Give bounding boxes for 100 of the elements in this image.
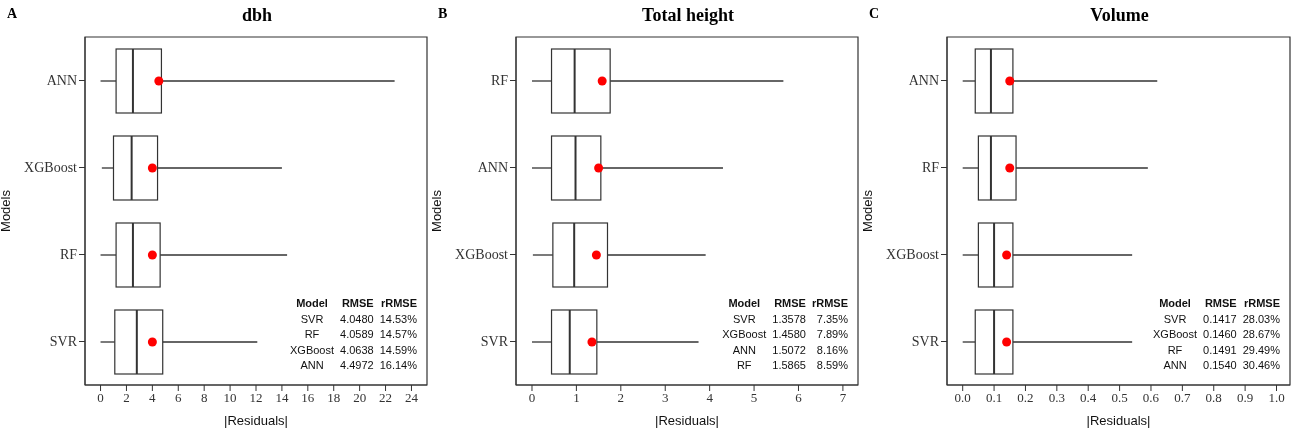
annotation: 30.46% bbox=[1242, 358, 1280, 373]
x-tick-label: 10 bbox=[223, 390, 237, 406]
annotation: 28.67% bbox=[1242, 327, 1280, 342]
x-tick-label: 0.8 bbox=[1205, 390, 1222, 406]
x-tick-label: 0.7 bbox=[1174, 390, 1191, 406]
y-tick-label: XGBoost bbox=[24, 160, 78, 176]
annotation: XGBoost bbox=[290, 342, 335, 358]
annotation: rRMSE bbox=[811, 296, 848, 311]
y-axis-title: Models bbox=[0, 189, 13, 232]
annotation: XGBoost bbox=[1153, 327, 1198, 342]
x-tick-label: 3 bbox=[661, 390, 669, 406]
annotation: 4.0638 bbox=[340, 342, 374, 358]
y-tick-label: ANN bbox=[908, 73, 939, 89]
annotation: SVR bbox=[731, 311, 757, 327]
annotation: RF bbox=[1166, 342, 1184, 358]
x-axis-title: |Residuals| bbox=[1086, 413, 1151, 428]
x-tick-label: 0.1 bbox=[985, 390, 1003, 406]
annotation: Model bbox=[727, 296, 762, 311]
y-tick-label: RF bbox=[921, 160, 940, 176]
annotation: 7.35% bbox=[815, 311, 848, 327]
x-tick-label: 0 bbox=[97, 390, 104, 406]
annotation: 4.0480 bbox=[340, 311, 374, 327]
x-tick-label: 0.5 bbox=[1111, 390, 1128, 406]
x-tick-label: 0.6 bbox=[1142, 390, 1160, 406]
annotation: SVR bbox=[299, 311, 325, 327]
y-tick-label: SVR bbox=[49, 334, 78, 350]
annotation: 0.1540 bbox=[1203, 358, 1237, 373]
x-tick-label: 1 bbox=[573, 390, 580, 406]
x-tick-label: 14 bbox=[275, 390, 289, 406]
x-tick-label: 6 bbox=[175, 390, 183, 406]
annotation: RMSE bbox=[773, 296, 806, 311]
y-tick-label: RF bbox=[490, 73, 509, 89]
annotation: RF bbox=[735, 358, 753, 373]
y-tick-label: ANN bbox=[46, 73, 77, 89]
x-tick-label: 16 bbox=[301, 390, 315, 406]
x-tick-label: 0 bbox=[528, 390, 536, 406]
x-tick-label: 0.4 bbox=[1080, 390, 1097, 406]
x-tick-label: 0.0 bbox=[954, 390, 971, 406]
annotation: 1.5865 bbox=[772, 358, 806, 373]
annotation: 8.59% bbox=[815, 358, 848, 373]
annotation: RF bbox=[303, 327, 321, 342]
y-tick-label: SVR bbox=[480, 334, 509, 350]
x-tick-label: 20 bbox=[353, 390, 367, 406]
x-tick-label: 4 bbox=[149, 390, 157, 406]
annotation: ANN bbox=[299, 358, 325, 373]
annotation: 28.03% bbox=[1242, 311, 1280, 327]
chart-title: Total height bbox=[641, 5, 735, 26]
annotation: 14.57% bbox=[379, 327, 417, 342]
y-axis-title: Models bbox=[428, 189, 444, 232]
x-tick-label: 2 bbox=[617, 390, 625, 406]
text: C bbox=[869, 6, 880, 22]
annotation: 1.4580 bbox=[772, 327, 806, 342]
y-axis-title: Models bbox=[859, 189, 875, 232]
x-tick-label: 18 bbox=[327, 390, 341, 406]
x-axis-title: |Residuals| bbox=[224, 413, 288, 428]
annotation: 14.53% bbox=[379, 311, 417, 327]
annotation: 0.1417 bbox=[1203, 311, 1237, 327]
annotation: 4.4972 bbox=[340, 358, 374, 373]
y-tick-label: ANN bbox=[477, 160, 508, 176]
x-tick-label: 1.0 bbox=[1268, 390, 1285, 406]
x-tick-label: 22 bbox=[379, 390, 393, 406]
annotation: rRMSE bbox=[1242, 296, 1280, 311]
y-tick-label: XGBoost bbox=[886, 247, 940, 263]
annotation: 4.0589 bbox=[340, 327, 374, 342]
annotation: 16.14% bbox=[379, 358, 417, 373]
x-tick-label: 4 bbox=[706, 390, 714, 406]
annotation: 1.5072 bbox=[772, 342, 806, 358]
annotation: Model bbox=[295, 296, 329, 311]
chart-title: dbh bbox=[240, 5, 273, 26]
annotation: 1.3578 bbox=[772, 311, 806, 327]
text: A bbox=[7, 6, 18, 22]
x-tick-label: 0.2 bbox=[1017, 390, 1034, 406]
x-tick-label: 7 bbox=[839, 390, 847, 406]
annotation: Model bbox=[1158, 296, 1192, 311]
x-tick-label: 24 bbox=[404, 390, 419, 406]
annotation: 7.89% bbox=[815, 327, 848, 342]
annotation: 0.1460 bbox=[1203, 327, 1237, 342]
x-tick-label: 0.9 bbox=[1237, 390, 1254, 406]
annotation: 14.59% bbox=[379, 342, 417, 358]
annotation: rRMSE bbox=[379, 296, 417, 311]
text: B bbox=[438, 6, 448, 22]
annotation: SVR bbox=[1162, 311, 1188, 327]
x-tick-label: 12 bbox=[249, 390, 263, 406]
chart-title: Volume bbox=[1089, 5, 1150, 26]
x-tick-label: 2 bbox=[123, 390, 130, 406]
annotation: ANN bbox=[1162, 358, 1188, 373]
annotation: 0.1491 bbox=[1203, 342, 1237, 358]
annotation: RMSE bbox=[1203, 296, 1237, 311]
y-tick-label: SVR bbox=[911, 334, 940, 350]
y-tick-label: XGBoost bbox=[455, 247, 509, 263]
x-axis-title: |Residuals| bbox=[655, 413, 719, 428]
x-tick-label: 5 bbox=[750, 390, 758, 406]
x-tick-label: 8 bbox=[200, 390, 208, 406]
annotation: XGBoost bbox=[722, 327, 767, 342]
annotation: ANN bbox=[731, 342, 757, 358]
x-tick-label: 6 bbox=[795, 390, 803, 406]
x-tick-label: 0.3 bbox=[1048, 390, 1065, 406]
annotation: 29.49% bbox=[1242, 342, 1280, 358]
annotation: 8.16% bbox=[815, 342, 848, 358]
annotation: RMSE bbox=[340, 296, 374, 311]
